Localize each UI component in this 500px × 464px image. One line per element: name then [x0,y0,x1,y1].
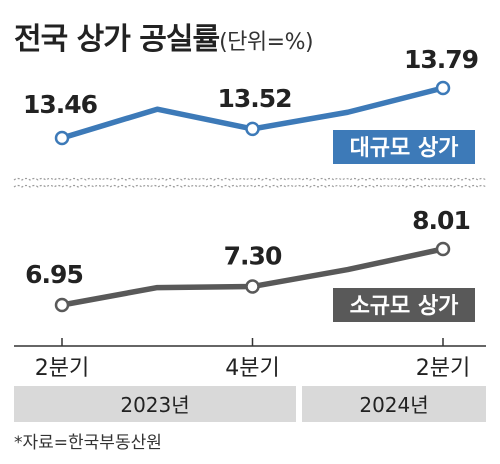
legend-box [333,130,475,164]
data-label: 13.79 [404,45,478,74]
data-label: 6.95 [25,260,83,289]
data-label: 13.52 [217,84,291,113]
data-point [435,80,451,96]
x-tick-label: 4분기 [225,356,279,381]
source-note: *자료=한국부동산원 [14,433,162,453]
legend-label: 대규모 상가 [350,136,459,161]
data-label: 7.30 [224,242,282,271]
series-group [54,80,451,313]
data-point [245,121,260,137]
x-axis: 2분기 4분기 2분기 [14,338,486,381]
year-band [302,386,486,422]
data-point [54,130,70,146]
year-bands: 2023년 2024년 [14,386,486,422]
axis-break-line-2 [13,184,487,188]
legend-label: 소규모 상가 [350,294,459,319]
year-band [14,386,296,422]
legend-box [333,288,475,322]
axis-break [13,177,487,188]
data-label: 13.46 [23,90,98,119]
value-labels: 13.46 13.52 13.79 6.95 7.30 8.01 [23,45,479,289]
data-point [54,297,70,313]
x-tick-label: 2분기 [35,356,89,381]
chart-title-text: 전국 상가 공실률 [14,22,220,57]
axis-break-line-1 [13,177,487,181]
data-label: 8.01 [412,206,470,235]
x-tick-label: 2분기 [416,356,470,381]
year-label: 2024년 [359,393,428,417]
chart-title: 전국 상가 공실률(단위=%) [14,14,314,58]
data-point [245,279,260,294]
data-point [435,241,451,257]
chart-unit: (단위=%) [219,30,314,55]
year-label: 2023년 [120,393,189,417]
